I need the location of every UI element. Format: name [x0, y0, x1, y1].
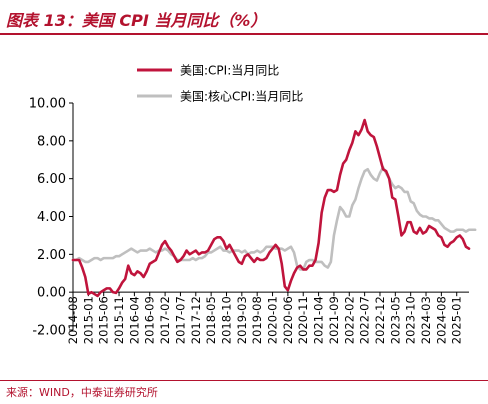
y-tick-label: 8.00 — [37, 134, 66, 149]
x-tick-label: 2023-05 — [388, 296, 402, 344]
x-tick-label: 2024-08 — [434, 296, 448, 344]
y-tick-label: 0.00 — [37, 286, 66, 301]
legend-label-cpi: 美国:CPI:当月同比 — [180, 64, 279, 78]
x-tick-label: 2025-01 — [450, 296, 464, 344]
x-tick-label: 2016-09 — [143, 296, 157, 344]
y-tick-label: 4.00 — [37, 210, 66, 225]
x-tick-label: 2015-11 — [112, 296, 126, 344]
y-tick-label: 10.00 — [29, 97, 66, 112]
x-tick-label: 2021-04 — [312, 296, 326, 344]
x-tick-label: 2019-08 — [250, 296, 264, 344]
x-tick-label: 2021-09 — [327, 296, 341, 344]
x-tick-label: 2022-07 — [358, 296, 372, 344]
x-tick-label: 2015-01 — [81, 296, 95, 344]
source-note: 来源：WIND，中泰证券研究所 — [6, 386, 158, 399]
x-tick-label: 2024-03 — [419, 296, 433, 344]
x-tick-label: 2022-02 — [342, 296, 356, 344]
chart-title: 图表 13：美国 CPI 当月同比（%） — [6, 11, 267, 30]
x-tick-label: 2020-01 — [266, 296, 280, 344]
y-axis: -2.00 0.00 2.00 4.00 6.00 8.00 10.00 — [29, 97, 74, 339]
x-tick-label: 2022-12 — [373, 296, 387, 344]
x-tick-label: 2018-10 — [219, 296, 233, 344]
y-tick-label: 6.00 — [37, 172, 66, 187]
x-tick-label: 2018-05 — [204, 296, 218, 344]
x-tick-label: 2017-07 — [173, 296, 187, 344]
y-tick-label: 2.00 — [37, 248, 66, 263]
x-tick-label: 2015-06 — [97, 296, 111, 344]
x-tick-label: 2017-02 — [158, 296, 172, 344]
x-tick-label: 2014-08 — [66, 296, 80, 344]
x-tick-label: 2016-04 — [127, 296, 141, 344]
x-tick-label: 2020-11 — [296, 296, 310, 344]
x-tick-label: 2023-10 — [404, 296, 418, 344]
series-layer — [71, 118, 477, 298]
x-tick-label: 2019-03 — [235, 296, 249, 344]
footer-divider — [0, 380, 488, 381]
title-divider — [0, 33, 488, 35]
x-axis: 2014-08 2015-01 2015-06 2015-11 2016-04 2016-… — [66, 291, 469, 344]
core-cpi-series-line — [71, 166, 477, 271]
y-tick-label: -2.00 — [32, 324, 66, 339]
legend-label-core-cpi: 美国:核心CPI:当月同比 — [180, 90, 303, 104]
cpi-series-line — [71, 118, 471, 298]
x-tick-label: 2017-12 — [189, 296, 203, 344]
x-tick-label: 2020-06 — [281, 296, 295, 344]
title-bar: 图表 13：美国 CPI 当月同比（%） — [0, 0, 488, 35]
